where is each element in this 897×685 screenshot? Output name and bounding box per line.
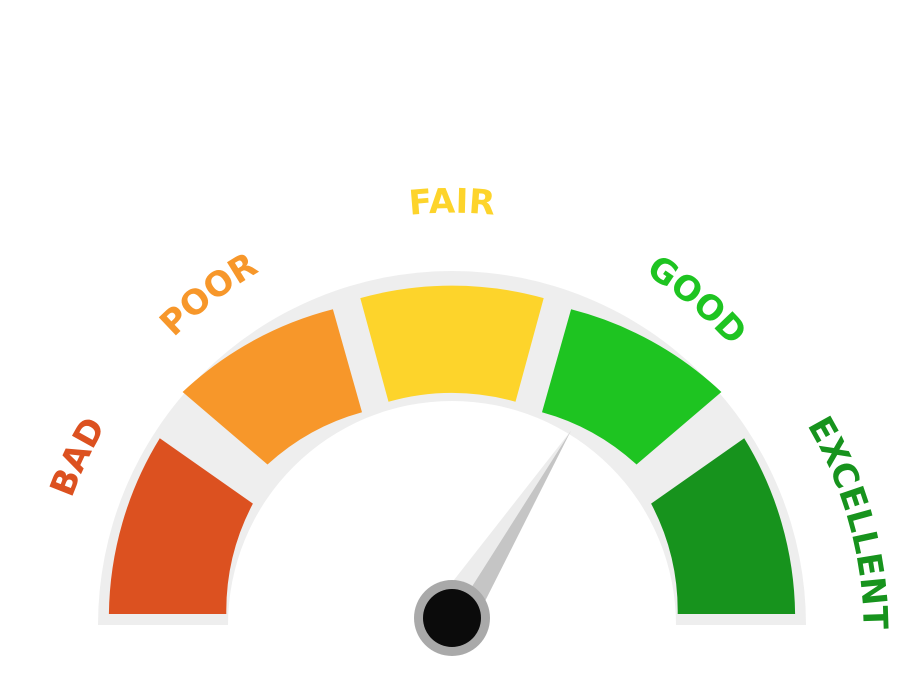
gauge-segments: [108, 285, 796, 614]
label-bad: BAD: [43, 411, 114, 502]
gauge-needle: [433, 430, 571, 630]
label-poor: POOR: [152, 245, 264, 344]
needle-dark-half: [452, 430, 571, 630]
segment-poor: [182, 309, 362, 465]
segment-excellent: [651, 438, 796, 614]
label-fair: FAIR: [407, 181, 496, 223]
needle-hub: [423, 589, 481, 647]
needle-light-half: [433, 430, 571, 618]
segment-good: [542, 309, 722, 465]
segment-fair: [360, 285, 544, 402]
segment-bad: [108, 438, 253, 614]
label-excellent: EXCELLENT: [799, 410, 894, 631]
